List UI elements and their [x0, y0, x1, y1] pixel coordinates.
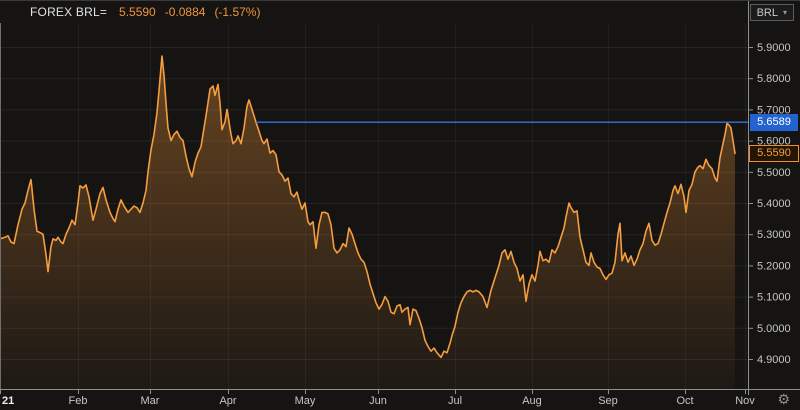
net-change-value: -0.0884 [165, 5, 206, 19]
chart-header: FOREX BRL= 5.5590 -0.0884 (-1.57%) [0, 1, 800, 23]
price-axis-label: 5.1000 [757, 292, 791, 304]
month-axis-label: Sep [598, 395, 618, 407]
month-axis-label: Apr [219, 395, 236, 407]
last-price-tag: 5.5590 [749, 145, 799, 162]
month-axis-label: May [295, 395, 316, 407]
month-axis-label: Oct [676, 395, 693, 407]
area-fill [0, 56, 735, 389]
symbol-label: FOREX BRL= [30, 5, 107, 19]
month-axis-label: Feb [69, 395, 88, 407]
price-axis-label: 5.8000 [757, 73, 791, 85]
percent-change-value: (-1.57%) [214, 5, 260, 19]
price-axis-label: 5.5000 [757, 167, 791, 179]
month-axis-label: Nov [735, 395, 755, 407]
price-axis-label: 5.9000 [757, 42, 791, 54]
price-axis-label: 5.2000 [757, 260, 791, 272]
month-axis-label: Aug [522, 395, 542, 407]
price-axis-label: 5.0000 [757, 323, 791, 335]
last-price-value: 5.5590 [119, 5, 156, 19]
price-axis-label: 5.3000 [757, 229, 791, 241]
quote-values: 5.5590 -0.0884 (-1.57%) [119, 5, 260, 19]
price-axis-label: 5.4000 [757, 198, 791, 210]
price-axis-label: 4.9000 [757, 354, 791, 366]
month-axis-label: Mar [141, 395, 160, 407]
settings-gear-icon[interactable]: ⚙ [777, 391, 790, 408]
month-axis-label: Jul [448, 395, 462, 407]
alert-price-tag[interactable]: 5.6589 [750, 114, 798, 131]
month-axis-label: Jun [369, 395, 387, 407]
year-axis-label: 21 [2, 395, 14, 407]
